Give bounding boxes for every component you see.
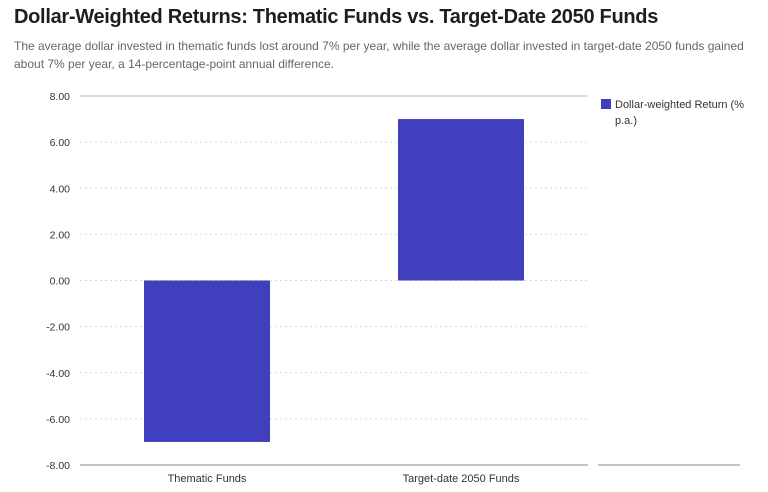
gridlines (80, 95, 588, 420)
x-tick-label: Thematic Funds (168, 473, 247, 485)
y-tick-label: 0.00 (50, 276, 71, 288)
bar (398, 119, 524, 281)
axes: -8.00 -6.00 -4.00 -2.00 0.00 2.00 4.00 6.00 8.00… (46, 91, 588, 485)
y-tick-label: -8.00 (46, 460, 70, 472)
y-tick-label: -2.00 (46, 322, 70, 334)
y-tick-label: -6.00 (46, 414, 70, 426)
y-tick-label: -4.00 (46, 368, 70, 380)
chart-subtitle: The average dollar invested in thematic … (14, 39, 744, 71)
legend-label: Dollar-weighted Return (% (615, 99, 744, 111)
y-tick-label: 2.00 (50, 229, 71, 241)
legend-label: p.a.) (615, 115, 637, 127)
y-tick-label: 4.00 (50, 183, 71, 195)
chart-title: Dollar-Weighted Returns: Thematic Funds … (14, 6, 659, 28)
y-tick-label: 8.00 (50, 91, 71, 103)
legend-swatch (601, 99, 611, 109)
x-tick-label: Target-date 2050 Funds (403, 473, 520, 485)
bars (144, 119, 524, 442)
bar (144, 280, 270, 442)
legend: Dollar-weighted Return (% p.a.) (601, 99, 744, 127)
y-tick-label: 6.00 (50, 137, 71, 149)
